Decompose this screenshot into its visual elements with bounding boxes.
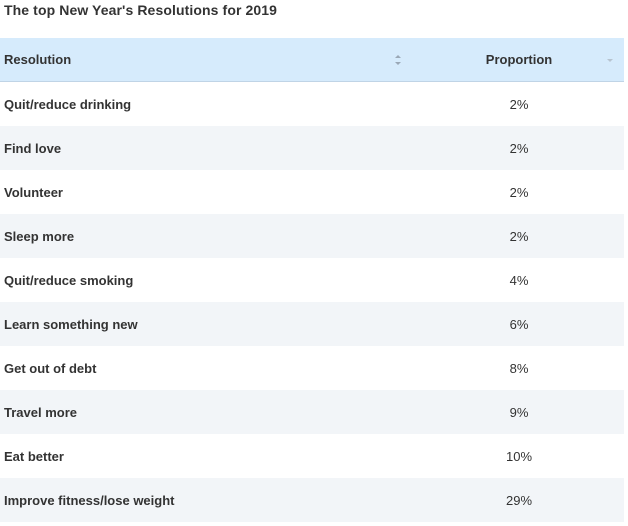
proportion-cell: 2%: [509, 184, 529, 200]
table-body: Quit/reduce drinking 2% Find love 2% Volunte…: [0, 82, 624, 522]
column-header-proportion-label: Proportion: [485, 52, 553, 67]
resolution-cell: Learn something new: [0, 302, 414, 346]
proportion-cell: 4%: [509, 272, 529, 288]
table-row: Eat better 10%: [0, 434, 624, 478]
table-row: Learn something new 6%: [0, 302, 624, 346]
proportion-cell: 8%: [509, 360, 529, 376]
resolution-cell: Find love: [0, 126, 414, 170]
proportion-cell: 29%: [414, 478, 624, 522]
resolution-cell: Travel more: [0, 390, 414, 434]
table-row: Volunteer 2%: [0, 170, 624, 214]
header-row: Resolution Proportion: [0, 38, 624, 82]
table-row: Quit/reduce drinking 2%: [0, 82, 624, 127]
table-title: The top New Year's Resolutions for 2019: [4, 2, 278, 18]
resolution-cell: Get out of debt: [4, 360, 97, 376]
proportion-cell: 9%: [414, 390, 624, 434]
proportion-cell: 10%: [505, 448, 533, 464]
resolution-cell: Quit/reduce drinking: [4, 96, 132, 112]
proportion-cell: 2%: [509, 96, 529, 112]
column-header-proportion[interactable]: Proportion: [414, 38, 624, 82]
resolution-cell: Sleep more: [0, 214, 414, 258]
resolution-cell: Eat better: [4, 448, 64, 464]
column-header-resolution[interactable]: Resolution: [0, 38, 414, 82]
table-row: Travel more 9%: [0, 390, 624, 434]
table-row: Improve fitness/lose weight 29%: [0, 478, 624, 522]
proportion-cell: 2%: [414, 214, 624, 258]
proportion-cell: 6%: [414, 302, 624, 346]
proportion-cell: 2%: [414, 126, 624, 170]
column-header-resolution-label: Resolution: [4, 52, 72, 67]
sort-descending-icon[interactable]: [606, 55, 614, 65]
resolution-cell: Volunteer: [4, 184, 63, 200]
resolution-cell: Improve fitness/lose weight: [0, 478, 414, 522]
table-row: Find love 2%: [0, 126, 624, 170]
resolution-cell: Quit/reduce smoking: [4, 272, 134, 288]
resolutions-table: Resolution Proportion Quit/reduce drinki…: [0, 38, 624, 522]
sort-icon[interactable]: [394, 54, 402, 65]
table-row: Quit/reduce smoking 4%: [0, 258, 624, 302]
table-row: Sleep more 2%: [0, 214, 624, 258]
table-row: Get out of debt 8%: [0, 346, 624, 390]
